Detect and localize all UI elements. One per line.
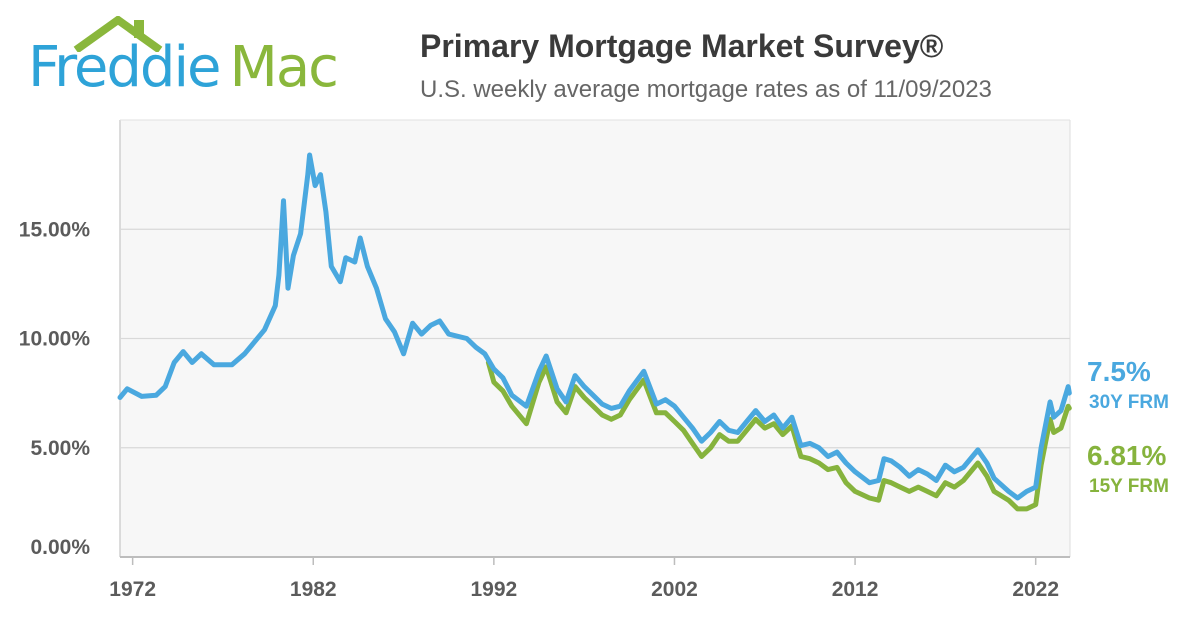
x-tick-label: 2012 <box>832 578 879 601</box>
end-value-30y: 7.5% <box>1087 356 1151 387</box>
series-label-15y: 15Y FRM <box>1089 476 1169 497</box>
series-line-15y <box>485 360 1072 512</box>
y-tick-label: 10.00% <box>19 328 91 351</box>
x-axis-labels: 1972 1982 1992 2002 2012 2022 <box>109 557 1059 601</box>
y-tick-label: 0.00% <box>30 536 90 559</box>
y-tick-label: 5.00% <box>30 437 90 460</box>
logo-word-mac: Mac <box>229 35 339 100</box>
x-tick-label: 2022 <box>1012 578 1059 601</box>
chart-title: Primary Mortgage Market Survey® <box>420 28 944 64</box>
series-label-30y: 30Y FRM <box>1089 392 1169 413</box>
x-tick-label: 1982 <box>290 578 337 601</box>
logo-word-freddie: Freddie <box>28 35 221 100</box>
freddie-mac-logo: Freddie Mac <box>28 16 380 106</box>
y-tick-label: 15.00% <box>19 218 91 241</box>
grid <box>119 119 1071 558</box>
series-line-30y <box>117 152 1072 501</box>
chart-subtitle: U.S. weekly average mortgage rates as of… <box>420 76 992 103</box>
x-tick-label: 1972 <box>109 578 156 601</box>
roof-icon <box>73 16 163 52</box>
end-value-15y: 6.81% <box>1087 440 1167 471</box>
series-lines <box>117 152 1072 512</box>
y-axis-labels: 0.00% 5.00% 10.00% 15.00% <box>19 218 91 559</box>
x-tick-label: 1992 <box>470 578 517 601</box>
logo-wordmark: Freddie Mac <box>28 40 339 96</box>
x-tick-label: 2002 <box>651 578 698 601</box>
